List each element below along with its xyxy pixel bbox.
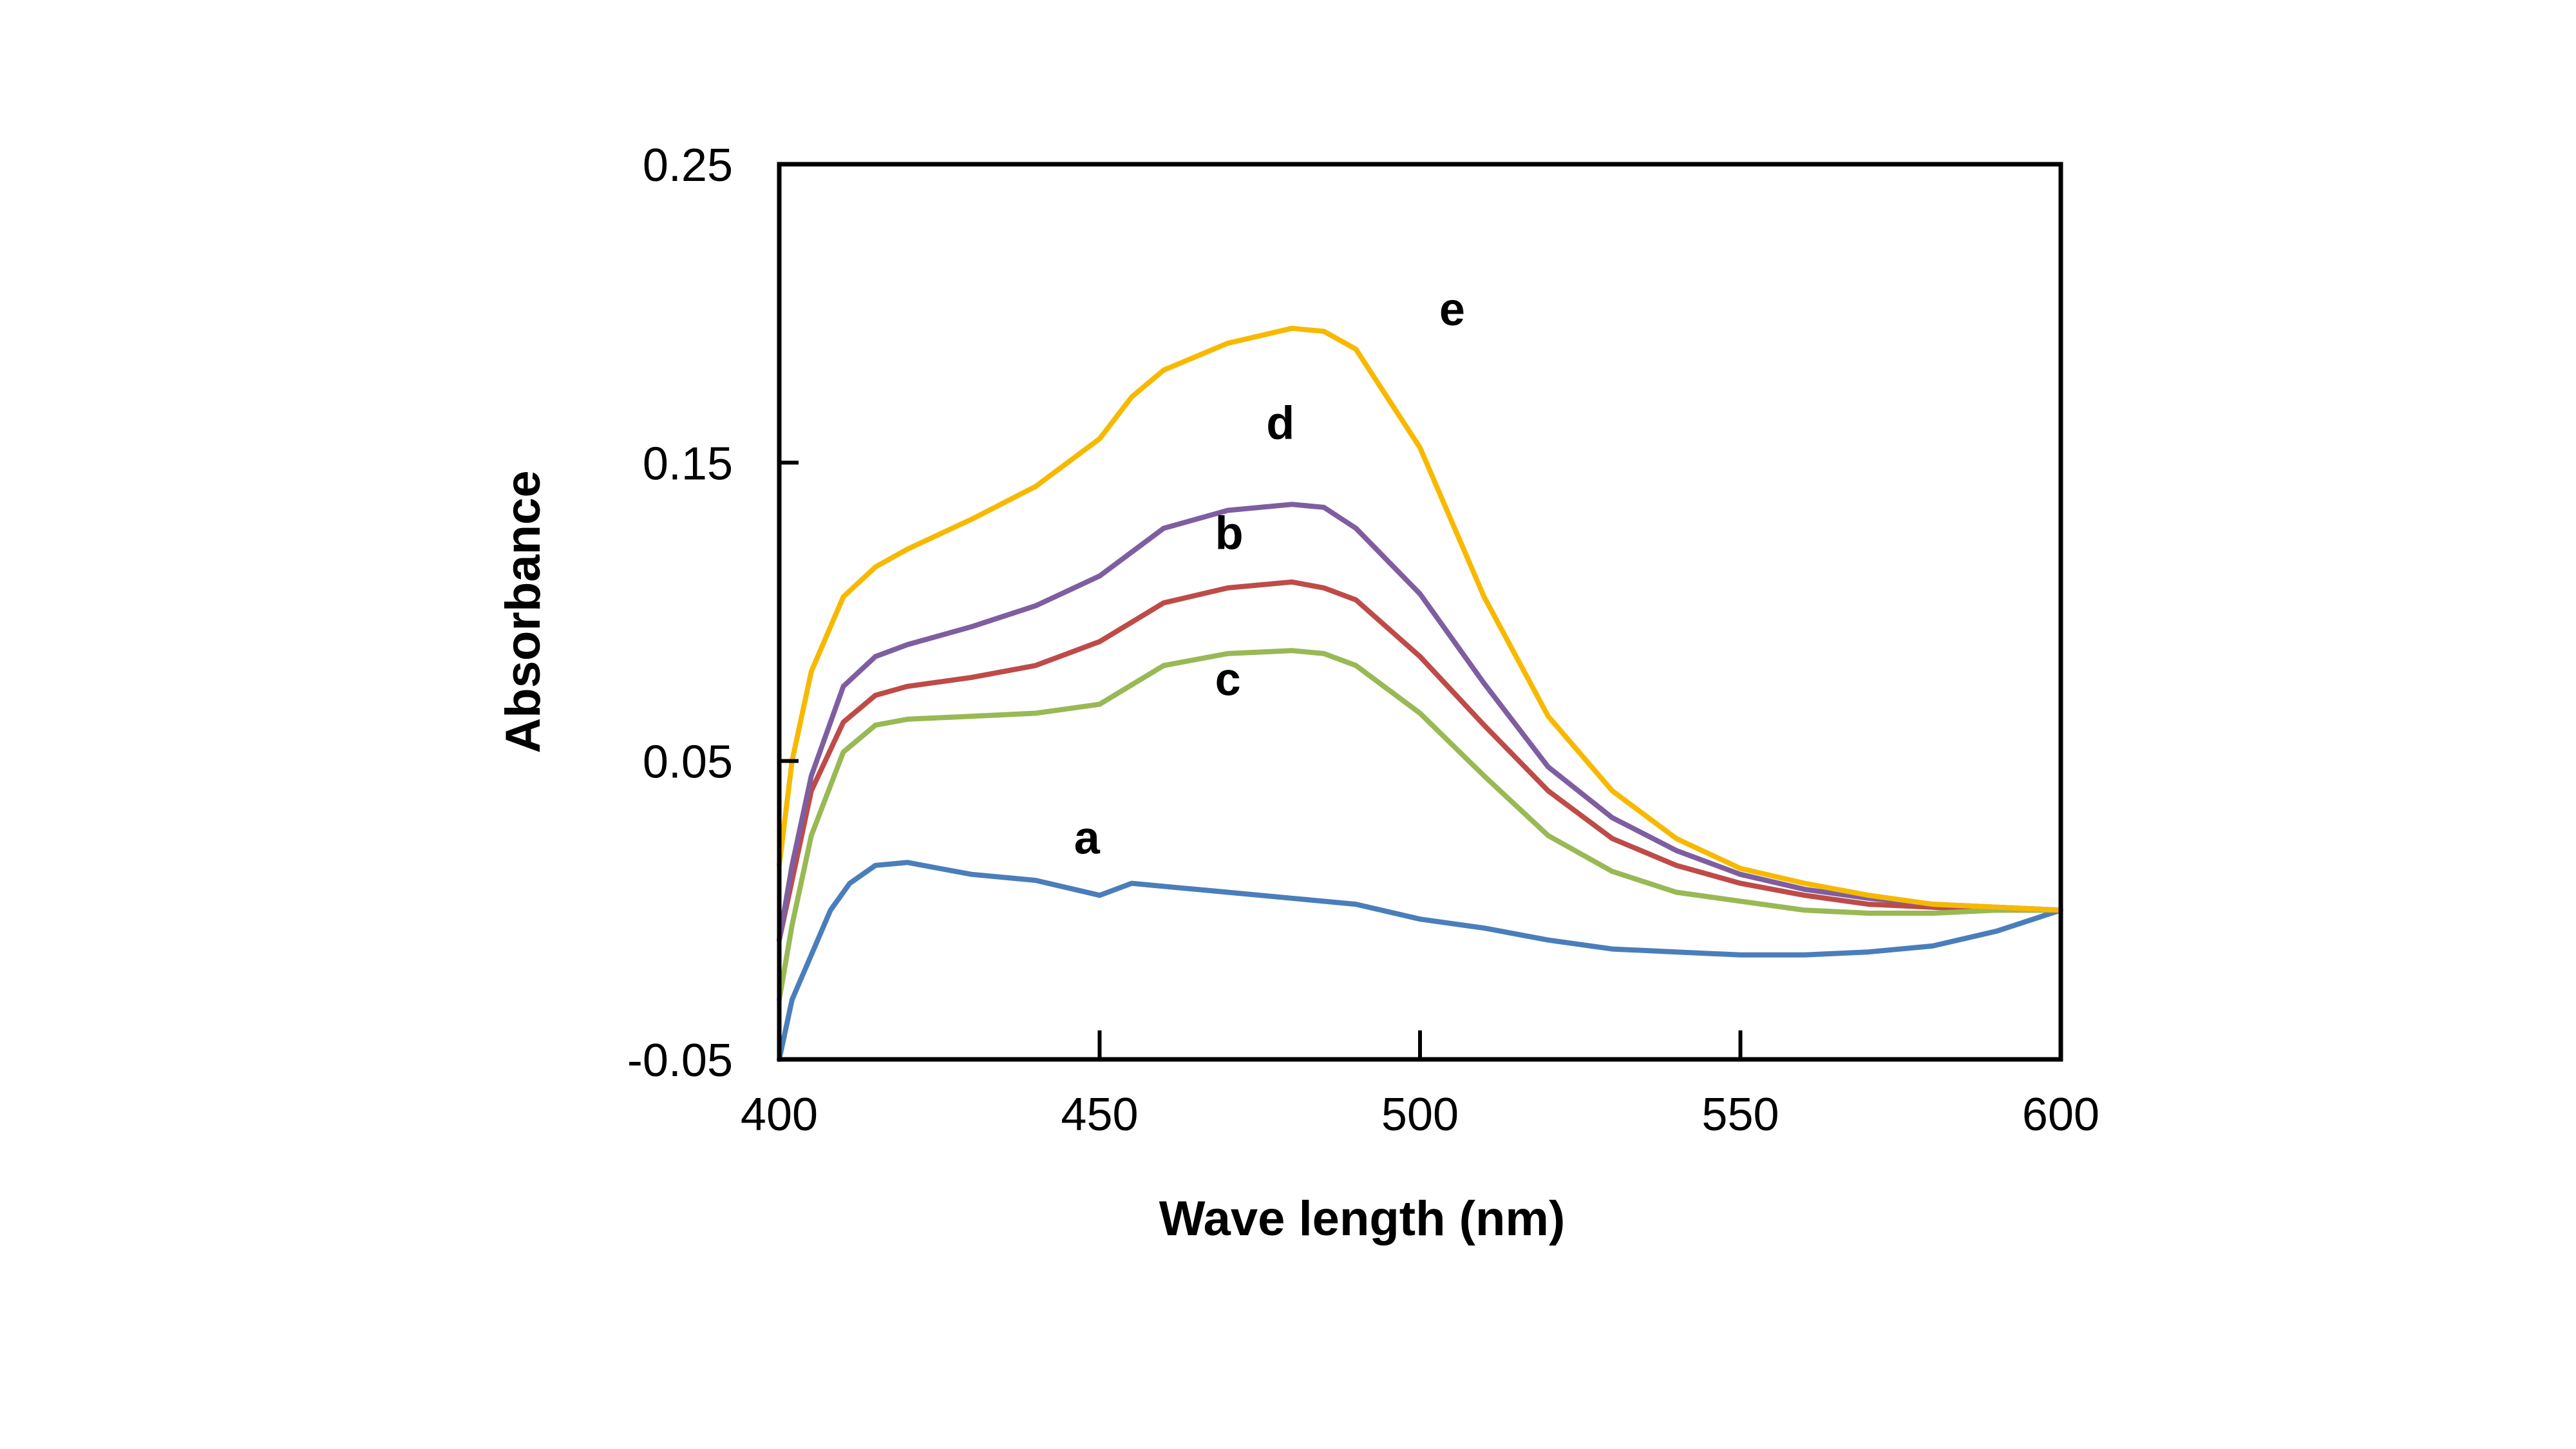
series-b-line xyxy=(777,579,2063,943)
y-tick-label: 0.25 xyxy=(643,140,733,191)
series-b-label: b xyxy=(1215,508,1244,560)
series-group xyxy=(777,325,2063,1062)
series-c-label: c xyxy=(1215,654,1241,706)
x-tick-label: 400 xyxy=(741,1089,818,1141)
series-e-line xyxy=(777,325,2063,913)
series-c-line xyxy=(777,648,2063,1003)
x-tick-label: 450 xyxy=(1061,1089,1138,1141)
y-axis-title: Absorbance xyxy=(496,470,551,753)
series-e-label: e xyxy=(1439,284,1465,336)
y-tick-label: 0.05 xyxy=(643,737,733,788)
series-labels: a b c d e xyxy=(1074,284,1465,864)
series-d-label: d xyxy=(1266,397,1294,449)
y-tick-label: 0.15 xyxy=(643,438,733,489)
x-tick-label: 550 xyxy=(1701,1089,1779,1141)
series-a-label: a xyxy=(1074,812,1101,864)
series-a-line xyxy=(777,860,2063,1062)
x-tick-label: 500 xyxy=(1381,1089,1459,1141)
y-tick-label: -0.05 xyxy=(627,1035,733,1086)
series-d-line xyxy=(777,502,2063,943)
x-tick-label: 600 xyxy=(2022,1089,2099,1141)
plot-area-frame xyxy=(777,162,2063,1062)
x-axis-title: Wave length (nm) xyxy=(1159,1191,1566,1246)
axis-ticks: 400 450 500 550 600 -0.05 0.05 0.15 0.25 xyxy=(627,140,2099,1141)
